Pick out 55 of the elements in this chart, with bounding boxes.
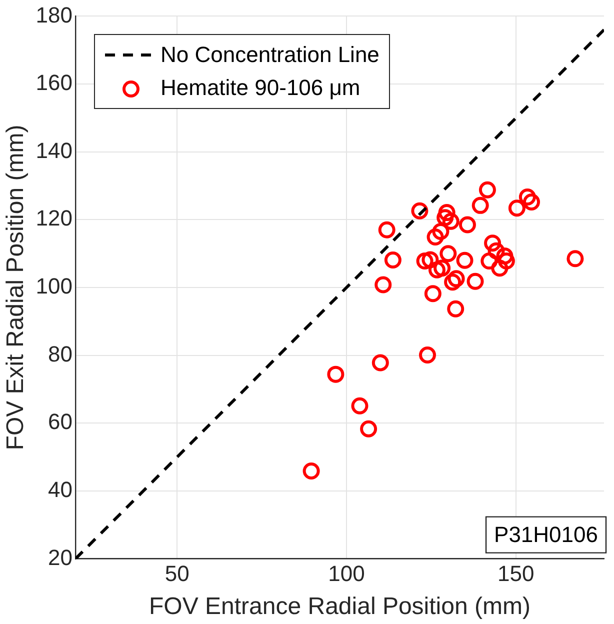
point — [447, 300, 464, 318]
x-tick-label: 150 — [498, 561, 534, 586]
point — [458, 216, 476, 234]
point — [442, 212, 460, 230]
y-tick-label: 80 — [48, 341, 73, 366]
point — [436, 209, 454, 226]
y-tick-label: 60 — [48, 409, 73, 434]
point — [374, 276, 392, 294]
point — [416, 252, 434, 270]
point — [480, 252, 498, 270]
point — [466, 272, 484, 290]
point — [360, 420, 378, 438]
annotation: P31H0106 — [494, 522, 598, 547]
point — [491, 260, 508, 277]
point — [428, 261, 446, 278]
point — [498, 252, 515, 270]
point — [434, 260, 451, 277]
point — [496, 247, 514, 264]
point — [472, 196, 489, 214]
point — [438, 204, 456, 222]
point — [426, 228, 444, 246]
y-tick-label: 180 — [36, 2, 73, 28]
point — [378, 221, 396, 238]
point — [422, 251, 439, 268]
point — [456, 252, 474, 269]
legend-label: No Concentration Line — [160, 42, 380, 68]
point — [424, 285, 442, 302]
point — [523, 194, 540, 211]
point — [440, 245, 457, 262]
point — [411, 202, 428, 220]
point — [418, 346, 436, 364]
point — [327, 366, 344, 383]
x-tick-label: 100 — [328, 561, 365, 586]
point — [508, 200, 526, 217]
y-tick-label: 20 — [48, 544, 73, 570]
point — [302, 462, 320, 480]
y-tick-label: 140 — [36, 138, 73, 163]
point — [351, 397, 368, 414]
y-tick-label: 40 — [48, 477, 73, 502]
x-tick-label: 50 — [164, 561, 190, 586]
y-tick-label: 120 — [36, 206, 73, 231]
y-tick-label: 160 — [36, 70, 73, 96]
legend-label: Hematite 90-106 μm — [160, 76, 360, 101]
point — [444, 274, 462, 291]
y-tick-label: 100 — [36, 274, 73, 299]
point — [432, 223, 450, 240]
point — [566, 250, 584, 268]
point — [448, 270, 465, 288]
point — [372, 354, 389, 372]
point — [518, 188, 536, 206]
point — [384, 252, 402, 269]
y-axis-title: FOV Exit Radial Position (mm) — [2, 124, 30, 450]
point — [478, 181, 496, 198]
x-axis-title: FOV Entrance Radial Position (mm) — [149, 593, 530, 620]
point — [484, 234, 502, 252]
